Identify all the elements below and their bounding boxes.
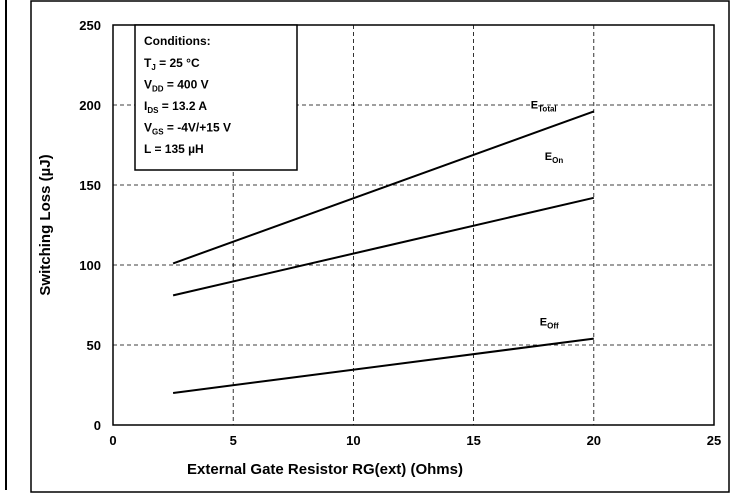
y-tick-label: 50 [87,338,101,353]
series-label-main: E [531,99,538,111]
condition-after: = 400 V [164,78,209,92]
condition-sub: GS [152,128,164,137]
x-tick-label: 20 [587,433,601,448]
y-tick-label: 150 [79,178,101,193]
x-tick-label: 5 [230,433,237,448]
y-tick-label: 100 [79,258,101,273]
series-label-main: E [540,317,547,329]
condition-line: VDD = 400 V [144,78,209,94]
series-label: EOff [540,317,559,331]
condition-after: = 13.2 A [158,99,207,113]
plot-border [112,24,715,426]
series-line [172,337,594,394]
condition-line: TJ = 25 °C [144,56,200,72]
x-tick-label: 25 [707,433,721,448]
y-tick-label: 200 [79,98,101,113]
x-tick-label: 10 [346,433,360,448]
x-axis-title: External Gate Resistor RG(ext) (Ohms) [187,461,463,478]
condition-line: L = 135 µH [144,142,204,156]
condition-sub: DS [147,106,159,115]
series-line [172,196,595,297]
y-tick-label: 0 [94,418,101,433]
conditions-title: Conditions: [144,34,211,48]
y-axis-title: Switching Loss (µJ) [37,154,54,295]
condition-text: T [144,56,152,70]
series-label-sub: Off [547,322,559,331]
condition-after: = -4V/+15 V [164,121,231,135]
frame [30,0,730,493]
condition-text: V [144,78,152,92]
series-label: ETotal [531,99,557,113]
condition-text: V [144,121,152,135]
series-label-sub: On [552,156,563,165]
x-tick-label: 15 [466,433,480,448]
condition-text: I [144,99,147,113]
condition-after: = 25 °C [156,56,200,70]
y-tick-label: 250 [79,18,101,33]
series-line [172,110,595,265]
condition-text: L = 135 µH [144,142,204,156]
condition-sub: J [151,63,155,72]
condition-sub: DD [152,85,164,94]
series-label-sub: Total [538,104,557,113]
condition-line: VGS = -4V/+15 V [144,121,231,137]
series-label: EOn [545,151,564,165]
conditions-box [134,24,298,171]
x-tick-label: 0 [109,433,116,448]
condition-line: IDS = 13.2 A [144,99,207,115]
series-label-main: E [545,151,552,163]
